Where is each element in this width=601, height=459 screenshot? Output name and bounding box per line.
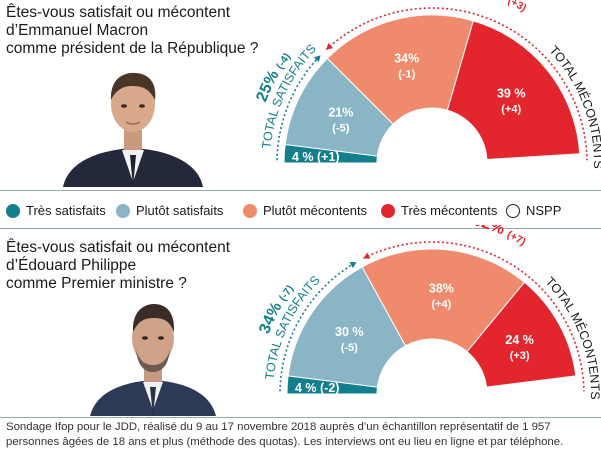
total-satisfaits-arc <box>279 261 357 392</box>
total-mecontents-arc <box>363 241 585 392</box>
slice-change-label: (-1) <box>398 69 415 81</box>
portrait-philippe <box>90 304 216 416</box>
slice-change-label: (-5) <box>332 122 349 134</box>
legend-label: Plutôt mécontents <box>263 203 368 218</box>
question-line: comme président de la République ? <box>6 40 259 57</box>
legend-item-tres-satisfaits: Très satisfaits <box>6 203 106 218</box>
legend-swatch <box>243 203 257 218</box>
legend-item-tres-mecontents: Très mécontents <box>381 203 497 218</box>
slice-value-label: 30 % <box>335 325 364 339</box>
divider <box>0 228 601 229</box>
legend-label: Plutôt satisfaits <box>136 203 224 218</box>
legend-item-plutot-satisfaits: Plutôt satisfaits <box>116 203 223 218</box>
slice-plut-t-m-contents <box>326 14 474 125</box>
total-mecontents-value: 73% (+3) <box>472 0 529 14</box>
slice-value-label: 4 % (-2) <box>295 381 339 395</box>
arc-arrowhead <box>326 42 334 50</box>
slice-label: 24 % (+3) <box>505 333 534 362</box>
slice-label: 30 % (-5) <box>335 325 364 354</box>
slice-plut-t-m-contents <box>361 248 526 353</box>
slice-label: 4 % (-2) <box>295 381 339 395</box>
slice-change-label: (-5) <box>341 342 358 354</box>
legend-swatch <box>506 203 520 218</box>
slice-change-label: (+4) <box>501 104 521 116</box>
legend-item-plutot-mecontents: Plutôt mécontents <box>243 203 367 218</box>
question-line: Êtes-vous satisfait ou mécontent <box>6 239 231 256</box>
arc-arrowhead <box>313 55 321 63</box>
slice-label: 34% (-1) <box>394 52 419 81</box>
legend-label: Très mécontents <box>401 203 498 218</box>
slice-label: 39 % (+4) <box>497 87 526 116</box>
legend: Très satisfaits Plutôt satisfaits Plutôt… <box>6 203 596 223</box>
slice-value-label: 34% <box>394 52 419 66</box>
chart-macron: 4 % (+1)21%(-5)34%(-1)39 %(+4)TOTAL SATI… <box>253 0 601 169</box>
question-line: comme Premier ministre ? <box>6 275 187 292</box>
question-macron: Êtes-vous satisfait ou mécontent d’Emman… <box>6 4 258 58</box>
slice-change-label: (+4) <box>431 298 451 310</box>
question-philippe: Êtes-vous satisfait ou mécontent d’Édoua… <box>6 239 230 293</box>
footnote-line: personnes âgées de 18 ans et plus (métho… <box>6 436 564 448</box>
question-line: Êtes-vous satisfait ou mécontent <box>6 4 231 21</box>
legend-label: Très satisfaits <box>26 203 106 218</box>
chart-philippe: 4 % (-2)30 %(-5)38%(+4)24 %(+3)TOTAL SAT… <box>256 225 601 400</box>
slice-value-label: 21% <box>328 105 353 119</box>
slice-value-label: 4 % (+1) <box>292 150 340 164</box>
slice-tr-s-m-contents <box>446 20 581 161</box>
question-line: d’Emmanuel Macron <box>6 22 149 39</box>
slice-tr-s-m-contents <box>466 281 577 388</box>
legend-swatch <box>116 203 130 218</box>
slice-value-label: 24 % <box>505 333 534 347</box>
arc-arrowhead <box>363 252 371 259</box>
question-line: d’Édouard Philippe <box>6 257 137 274</box>
slice-value-label: 39 % <box>497 87 526 101</box>
slice-value-label: 38% <box>429 281 454 295</box>
slice-label: 21% (-5) <box>328 105 353 134</box>
slice-label: 4 % (+1) <box>292 150 340 164</box>
divider <box>0 417 601 418</box>
legend-swatch <box>381 203 395 218</box>
total-mecontents-value: 62% (+7) <box>471 225 528 248</box>
slice-change-label: (+3) <box>510 350 530 362</box>
arc-arrowhead <box>349 262 357 269</box>
footnote: Sondage Ifop pour le JDD, réalisé du 9 a… <box>6 420 598 450</box>
legend-label: NSPP <box>526 203 562 218</box>
legend-swatch <box>6 203 20 218</box>
portrait-macron <box>63 72 203 187</box>
legend-item-nspp: NSPP <box>506 203 561 218</box>
slice-plut-t-satisfaits <box>287 266 407 388</box>
slice-label: 38% (+4) <box>429 281 454 310</box>
divider <box>0 190 601 191</box>
footnote-line: Sondage Ifop pour le JDD, réalisé du 9 a… <box>6 421 551 433</box>
